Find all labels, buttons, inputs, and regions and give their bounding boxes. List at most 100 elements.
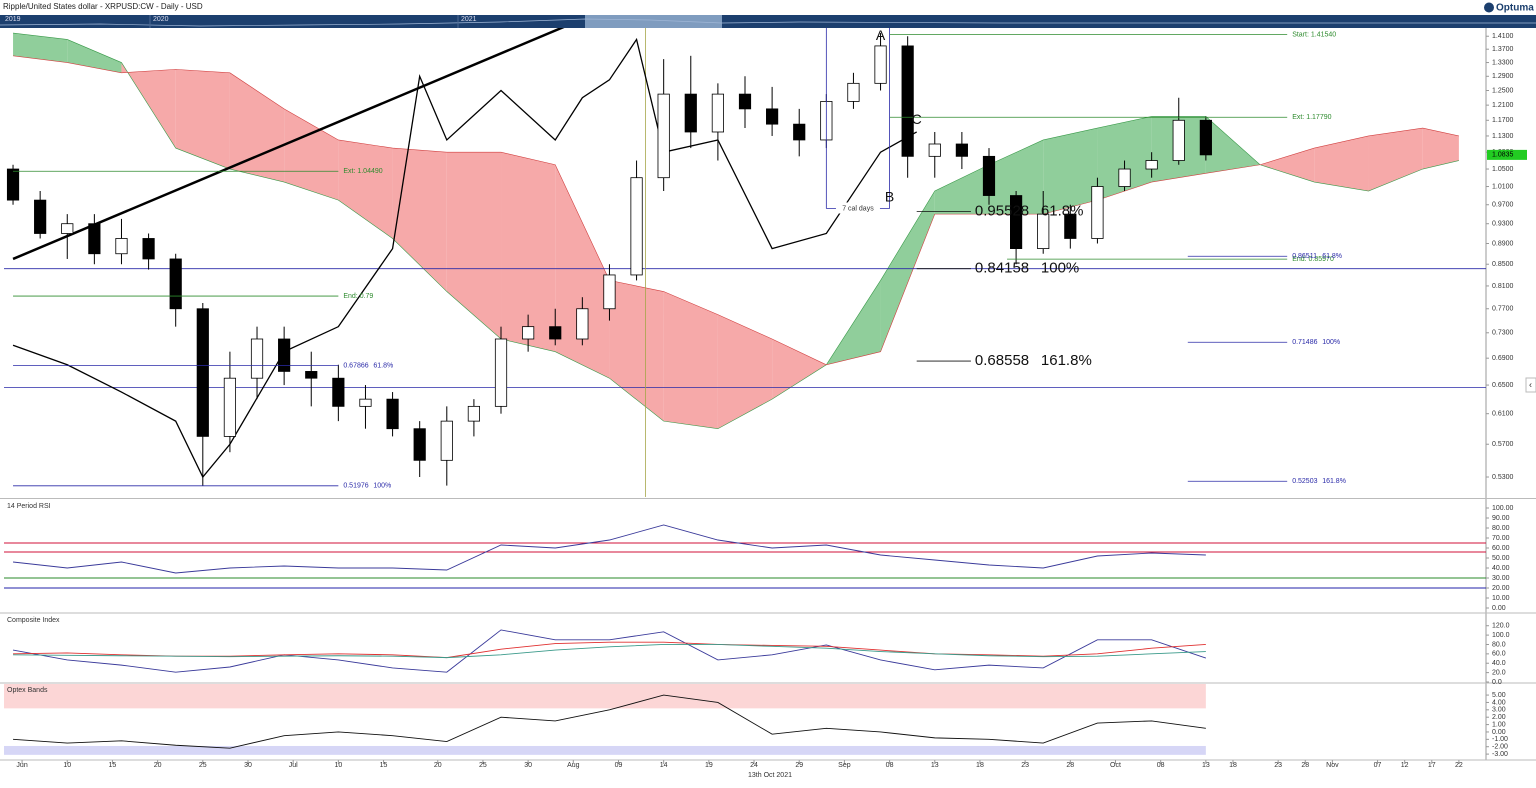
candle-body bbox=[359, 398, 372, 407]
x-tick-label: Sep bbox=[838, 762, 851, 769]
cloud-segment bbox=[1260, 148, 1315, 183]
trendline bbox=[12, 28, 565, 261]
x-tick-label: 09 bbox=[615, 762, 623, 769]
y-tick-label: 0.6100 bbox=[1492, 411, 1514, 418]
cloud-segment bbox=[501, 152, 556, 352]
cloud-segment bbox=[880, 191, 935, 352]
fib-value: 0.51976 bbox=[343, 483, 368, 490]
x-tick-label: 08 bbox=[1157, 762, 1165, 769]
cloud-segment bbox=[988, 139, 1044, 215]
candle-body bbox=[196, 308, 209, 437]
y-tick-label: 90.00 bbox=[1492, 515, 1510, 522]
candle-body bbox=[1091, 186, 1104, 239]
plot-area bbox=[12, 629, 1207, 673]
pane-title: Optex Bands bbox=[7, 687, 48, 694]
cloud-segment bbox=[717, 314, 773, 429]
candle-body bbox=[332, 377, 345, 407]
y-tick-label: 120.0 bbox=[1492, 623, 1510, 630]
candle-body bbox=[413, 428, 426, 461]
candle-body bbox=[982, 155, 996, 196]
y-tick-label: 1.2100 bbox=[1492, 102, 1514, 109]
candle-body bbox=[847, 82, 860, 102]
cloud-segment bbox=[446, 152, 502, 339]
y-tick-label: 80.0 bbox=[1492, 641, 1506, 648]
x-tick-label: 20 bbox=[434, 762, 442, 769]
y-tick-label: 4.00 bbox=[1492, 699, 1506, 706]
x-tick-label: Nov bbox=[1326, 762, 1339, 769]
y-tick-label: 30.00 bbox=[1492, 575, 1510, 582]
current-price-tag bbox=[1487, 149, 1527, 160]
candle-body bbox=[1064, 213, 1077, 239]
x-tick-label: 18 bbox=[1229, 762, 1237, 769]
cloud-segment bbox=[67, 39, 122, 73]
y-tick-label: 20.0 bbox=[1492, 669, 1506, 676]
y-tick-label: 2.00 bbox=[1492, 714, 1506, 721]
y-tick-label: 1.3300 bbox=[1492, 59, 1514, 66]
pane-title: Composite Index bbox=[7, 617, 60, 624]
candle-body bbox=[6, 168, 20, 201]
y-tick-label: 60.0 bbox=[1492, 651, 1506, 658]
collapse-button[interactable] bbox=[1525, 377, 1536, 393]
cloud-segment bbox=[392, 148, 447, 292]
y-tick-label: 0.00 bbox=[1492, 605, 1506, 612]
x-tick-label: 10 bbox=[334, 762, 342, 769]
fib-label: End: 0.85970 bbox=[1292, 256, 1334, 263]
y-tick-label: 1.2500 bbox=[1492, 87, 1514, 94]
candle-body bbox=[386, 398, 399, 430]
title-bar bbox=[0, 0, 1536, 15]
x-tick-label: 28 bbox=[1066, 762, 1074, 769]
projection-value: 0.84158 bbox=[975, 260, 1029, 277]
candle-body bbox=[874, 45, 887, 84]
x-tick-label: 23 bbox=[1021, 762, 1029, 769]
candle-body bbox=[901, 45, 914, 157]
candle-body bbox=[494, 338, 508, 407]
y-tick-label: 1.0500 bbox=[1492, 166, 1514, 173]
y-tick-label: 40.0 bbox=[1492, 660, 1506, 667]
x-tick-label: 13 bbox=[1202, 762, 1210, 769]
y-tick-label: 0.8100 bbox=[1492, 283, 1514, 290]
y-tick-label: -3.00 bbox=[1492, 751, 1508, 758]
y-tick-label: 1.3700 bbox=[1492, 46, 1514, 53]
candle-body bbox=[793, 123, 806, 141]
pane-title: 14 Period RSI bbox=[7, 503, 51, 510]
point-label: B bbox=[885, 189, 894, 205]
plot-area bbox=[4, 28, 1486, 497]
y-tick-label: 1.00 bbox=[1492, 721, 1506, 728]
cloud-segment bbox=[1043, 128, 1098, 215]
x-tick-label: 20 bbox=[154, 762, 162, 769]
plot-area bbox=[4, 524, 1486, 589]
y-tick-label: 0.6900 bbox=[1492, 355, 1514, 362]
projection-value: 0.68558 bbox=[975, 352, 1029, 369]
candle-body bbox=[34, 199, 47, 234]
x-tick-label: 13 bbox=[931, 762, 939, 769]
collapse-icon[interactable]: ‹ bbox=[1529, 379, 1532, 389]
navigator-year: 2019 bbox=[5, 16, 21, 23]
x-tick-label: Aug bbox=[567, 762, 580, 769]
candle-body bbox=[576, 308, 589, 340]
candle-body bbox=[1037, 213, 1050, 249]
navigator[interactable] bbox=[0, 15, 1536, 28]
fib-value: 0.71486 bbox=[1292, 339, 1317, 346]
x-tick-label: Jun bbox=[16, 762, 27, 769]
navigator-line bbox=[0, 18, 1536, 27]
navigator-year: 2021 bbox=[461, 16, 477, 23]
candle-body bbox=[522, 326, 535, 340]
measure-label: 7 cal days bbox=[842, 205, 874, 212]
series-line bbox=[12, 524, 1206, 574]
x-tick-label: 17 bbox=[1428, 762, 1436, 769]
fib-ratio: 61.8% bbox=[373, 362, 393, 369]
candle-body bbox=[1172, 119, 1185, 161]
x-tick-label: 30 bbox=[244, 762, 252, 769]
y-tick-label: 10.00 bbox=[1492, 595, 1510, 602]
x-tick-label: 30 bbox=[524, 762, 532, 769]
measure-label-box bbox=[835, 202, 880, 214]
candle-body bbox=[305, 371, 318, 379]
projection-ratio: 100% bbox=[1041, 260, 1079, 277]
y-tick-label: 0.6500 bbox=[1492, 382, 1514, 389]
candle-body bbox=[278, 338, 291, 372]
navigator-window[interactable] bbox=[585, 15, 722, 28]
y-tick-label: 40.00 bbox=[1492, 565, 1510, 572]
series-line bbox=[13, 694, 1206, 749]
projection-ratio: 161.8% bbox=[1041, 352, 1092, 369]
x-tick-label: 25 bbox=[479, 762, 487, 769]
